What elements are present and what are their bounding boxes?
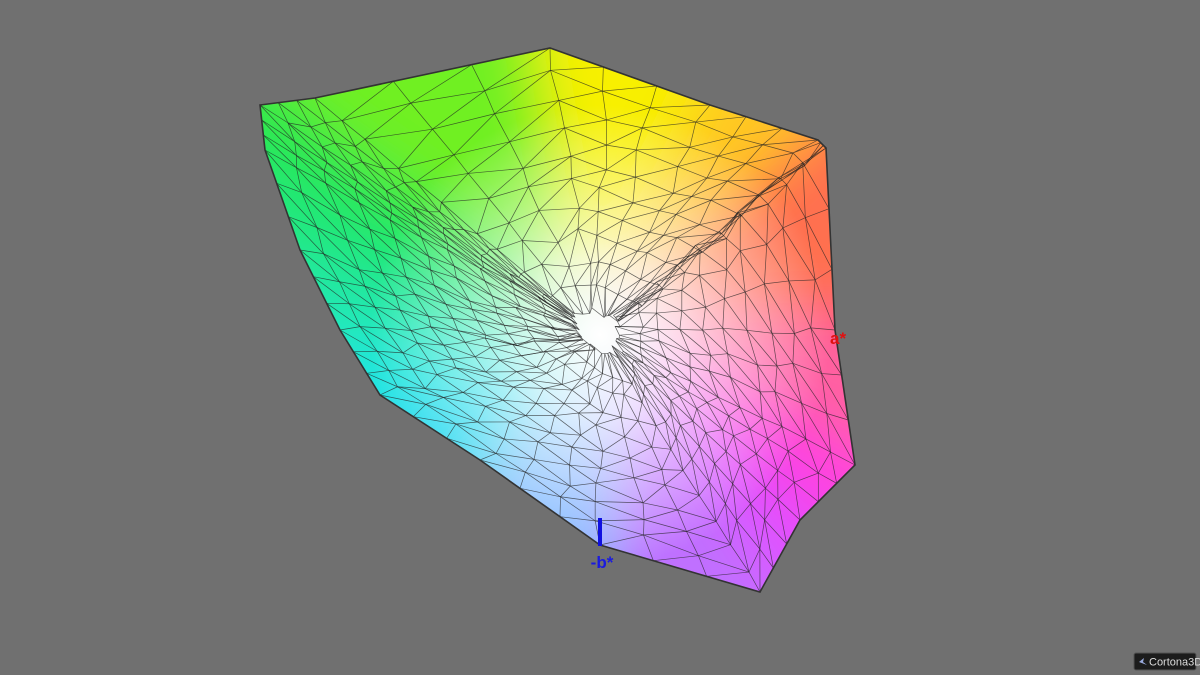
watermark-text: Cortona3D [1149,657,1200,669]
a-axis-label: a* [830,329,846,348]
gamut-outline [259,47,856,593]
b-axis-label: -b* [591,553,614,572]
watermark: Cortona3D [1133,652,1200,671]
